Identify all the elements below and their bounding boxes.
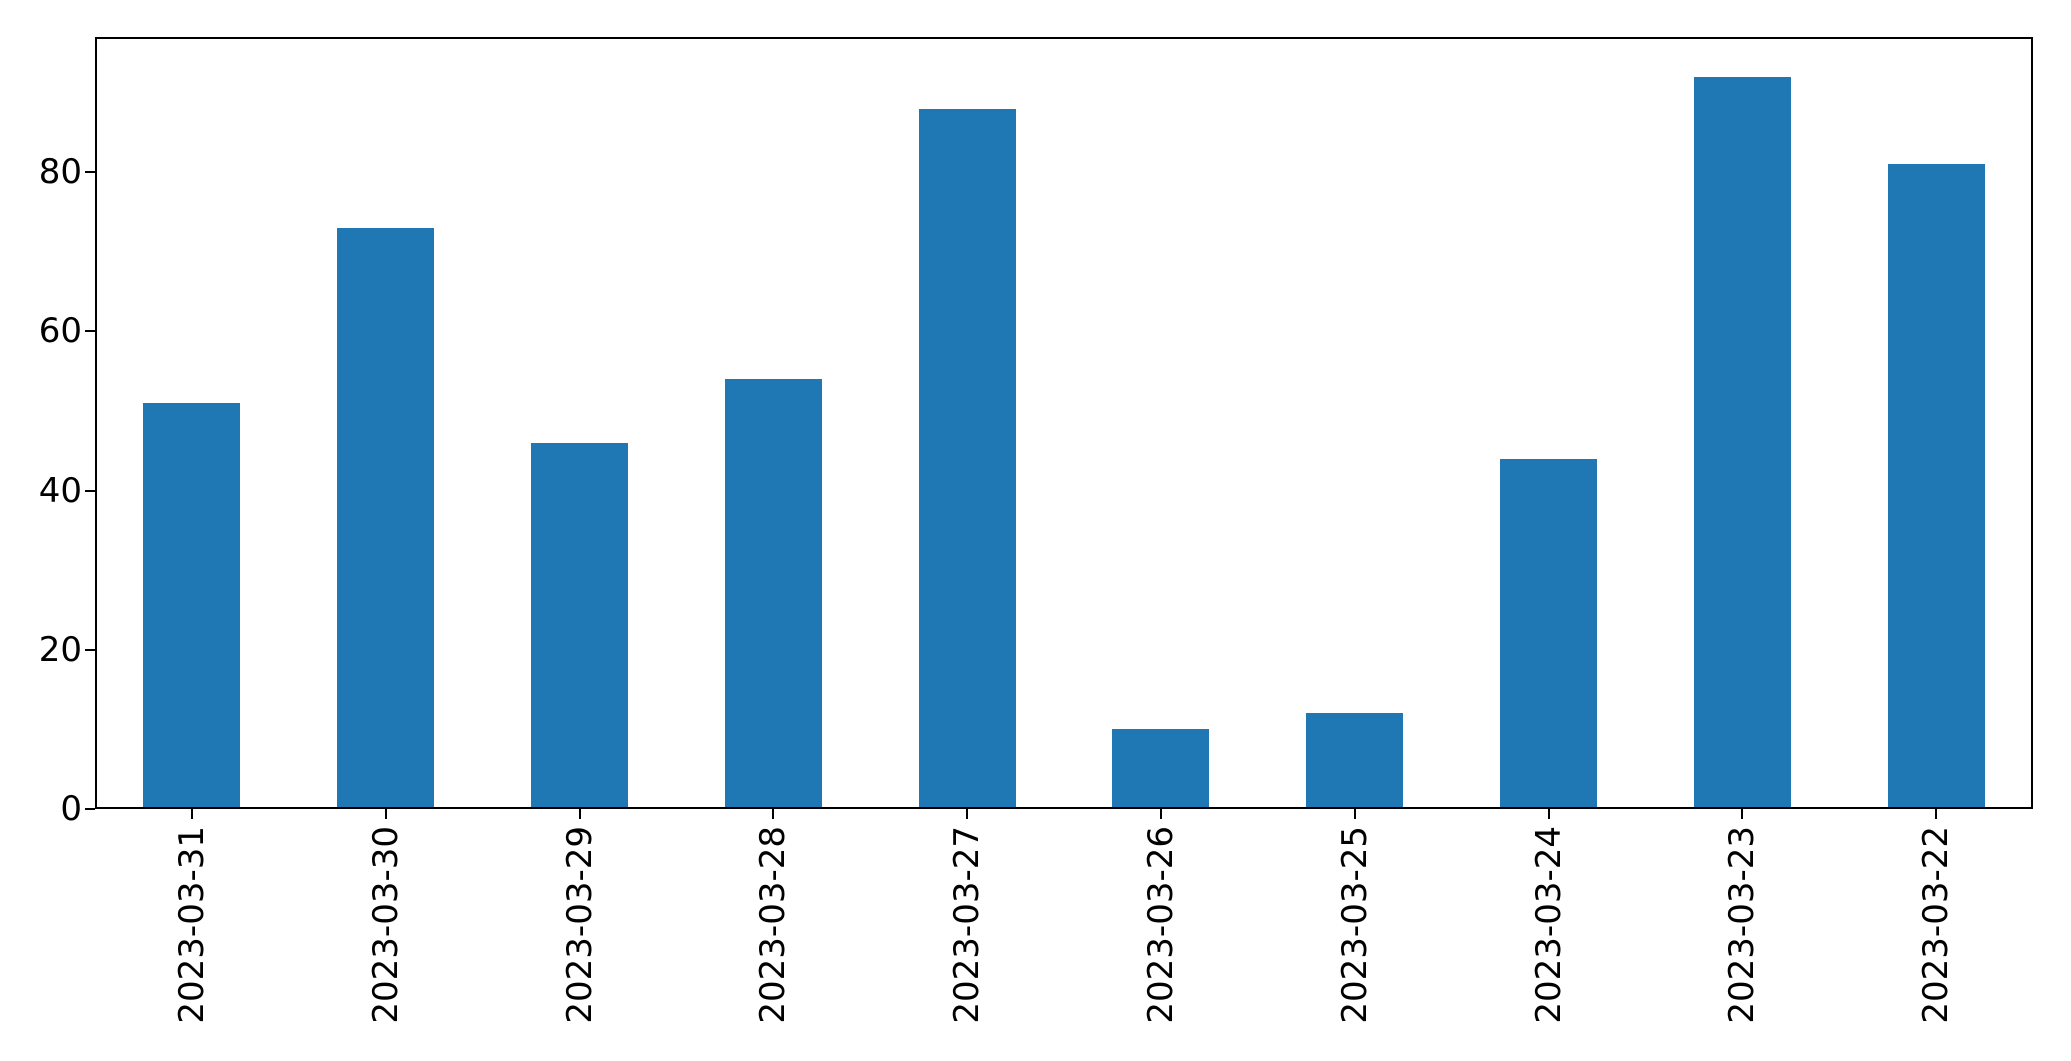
y-tick-mark bbox=[85, 808, 95, 810]
x-tick-mark bbox=[578, 809, 581, 819]
bar bbox=[1306, 713, 1404, 809]
x-tick-mark bbox=[1547, 809, 1550, 819]
y-tick-label: 80 bbox=[38, 152, 82, 193]
bar bbox=[337, 228, 435, 809]
y-tick-label: 20 bbox=[38, 629, 82, 670]
x-tick-mark bbox=[1741, 809, 1744, 819]
bar bbox=[1500, 458, 1597, 809]
bar bbox=[724, 379, 822, 809]
bar bbox=[1887, 164, 1985, 809]
x-tick-mark bbox=[384, 809, 387, 819]
bar bbox=[918, 108, 1016, 809]
y-tick-label: 0 bbox=[60, 789, 82, 829]
y-tick-mark bbox=[85, 489, 95, 492]
y-tick-label: 40 bbox=[38, 470, 82, 511]
y-tick-mark bbox=[85, 171, 95, 174]
x-tick-mark bbox=[772, 809, 775, 819]
x-tick-mark bbox=[190, 809, 193, 819]
x-tick-mark bbox=[1353, 809, 1356, 819]
bar bbox=[1112, 729, 1210, 809]
x-tick-mark bbox=[1935, 809, 1938, 819]
x-tick-mark bbox=[1159, 809, 1162, 819]
x-tick-mark bbox=[966, 809, 969, 819]
y-tick-mark bbox=[85, 648, 95, 651]
bar bbox=[531, 442, 628, 809]
y-tick-label: 60 bbox=[38, 311, 82, 352]
y-tick-mark bbox=[85, 330, 95, 333]
bar bbox=[143, 403, 241, 809]
bar bbox=[1693, 76, 1791, 809]
